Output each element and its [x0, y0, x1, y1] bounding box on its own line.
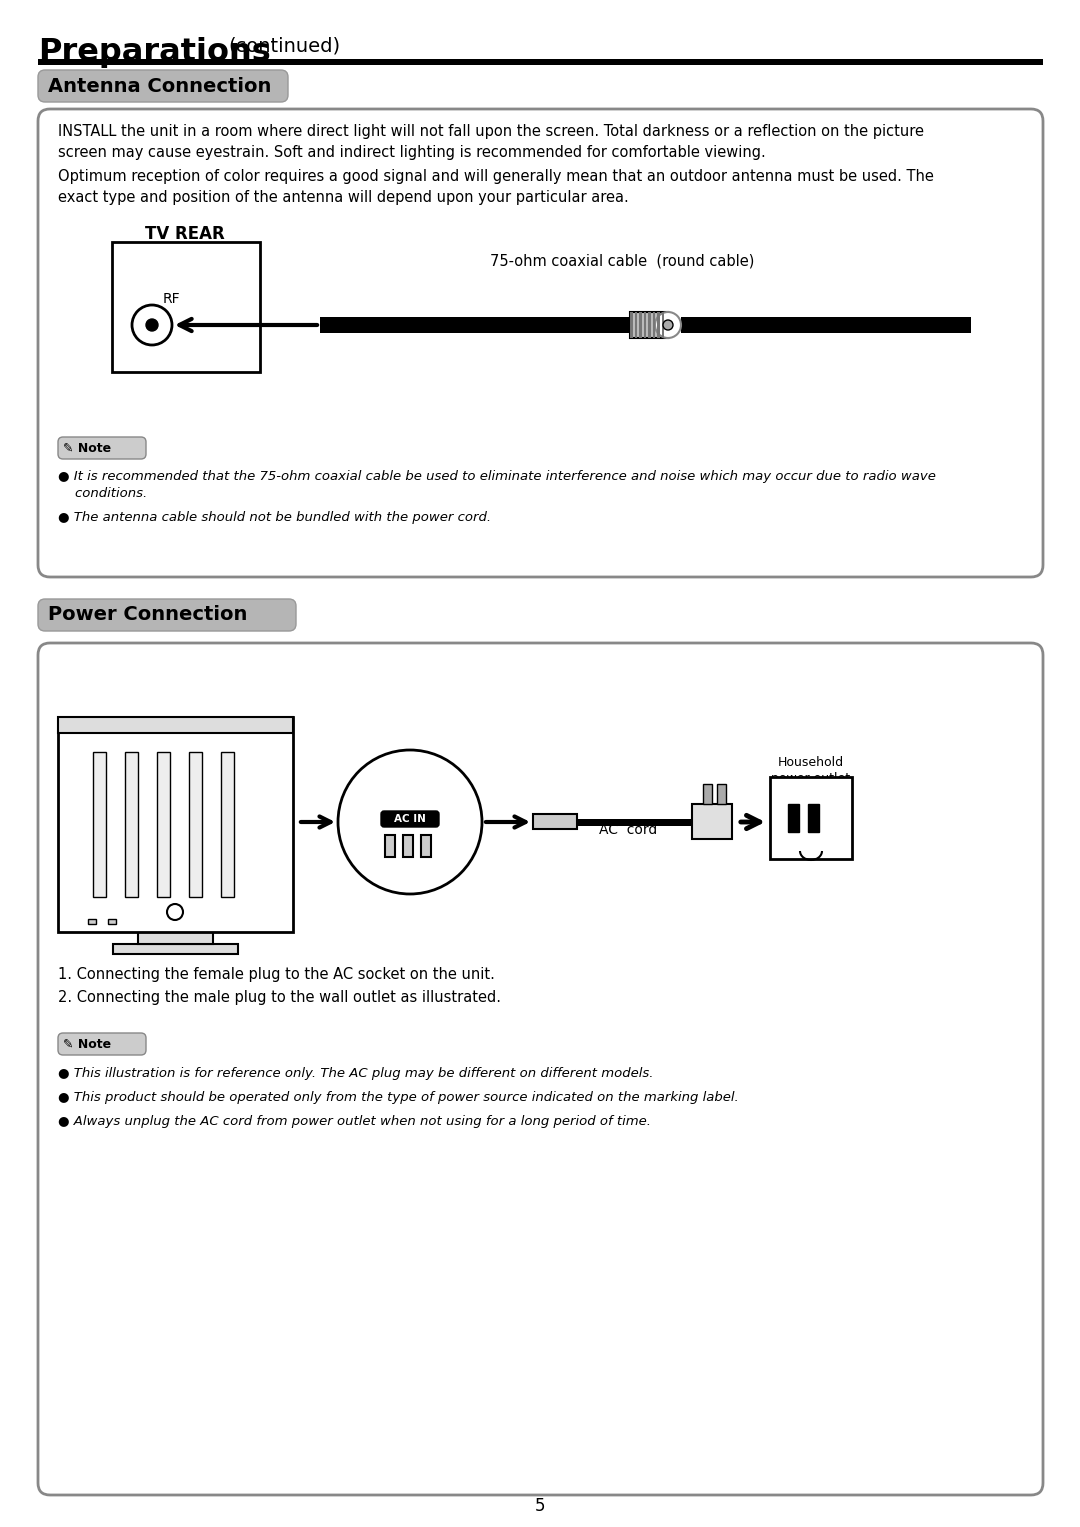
- Text: 2. Connecting the male plug to the wall outlet as illustrated.: 2. Connecting the male plug to the wall …: [58, 989, 501, 1005]
- Bar: [112, 241, 260, 373]
- Bar: [681, 318, 971, 333]
- Bar: [808, 805, 819, 832]
- Text: RF: RF: [163, 292, 180, 305]
- Circle shape: [132, 305, 172, 345]
- Text: ✎ Note: ✎ Note: [63, 441, 111, 455]
- FancyBboxPatch shape: [38, 70, 288, 102]
- Bar: [138, 930, 213, 944]
- Text: AC  cord: AC cord: [599, 823, 657, 837]
- FancyBboxPatch shape: [38, 108, 1043, 577]
- Bar: [630, 312, 669, 337]
- Bar: [657, 312, 660, 337]
- Bar: [87, 919, 96, 924]
- Text: power outlet: power outlet: [771, 773, 851, 785]
- Circle shape: [146, 319, 158, 331]
- Bar: [189, 751, 202, 896]
- Circle shape: [167, 904, 183, 919]
- Bar: [108, 919, 116, 924]
- Bar: [221, 751, 234, 896]
- Text: Power Connection: Power Connection: [48, 606, 247, 625]
- Text: Optimum reception of color requires a good signal and will generally mean that a: Optimum reception of color requires a go…: [58, 169, 934, 205]
- Bar: [93, 751, 106, 896]
- Text: ● The antenna cable should not be bundled with the power cord.: ● The antenna cable should not be bundle…: [58, 512, 491, 524]
- Bar: [421, 835, 431, 857]
- Text: 1. Connecting the female plug to the AC socket on the unit.: 1. Connecting the female plug to the AC …: [58, 967, 495, 982]
- Bar: [770, 777, 852, 860]
- Bar: [644, 312, 646, 337]
- Text: ✎ Note: ✎ Note: [63, 1037, 111, 1051]
- Circle shape: [654, 312, 681, 337]
- Text: TV REAR: TV REAR: [145, 224, 225, 243]
- Bar: [58, 718, 293, 733]
- Text: (continued): (continued): [228, 37, 340, 56]
- Bar: [157, 751, 170, 896]
- Bar: [38, 60, 1043, 66]
- Bar: [534, 814, 577, 829]
- Text: ● Always unplug the AC cord from power outlet when not using for a long period o: ● Always unplug the AC cord from power o…: [58, 1115, 651, 1128]
- Text: Antenna Connection: Antenna Connection: [48, 76, 271, 96]
- Bar: [403, 835, 413, 857]
- FancyBboxPatch shape: [58, 437, 146, 460]
- Bar: [384, 835, 395, 857]
- Text: INSTALL the unit in a room where direct light will not fall upon the screen. Tot: INSTALL the unit in a room where direct …: [58, 124, 924, 160]
- Bar: [577, 818, 692, 826]
- Text: ● This illustration is for reference only. The AC plug may be different on diffe: ● This illustration is for reference onl…: [58, 1067, 653, 1080]
- Text: ● It is recommended that the 75-ohm coaxial cable be used to eliminate interfere: ● It is recommended that the 75-ohm coax…: [58, 470, 936, 499]
- Text: AC IN: AC IN: [394, 814, 426, 825]
- Bar: [639, 312, 642, 337]
- Text: 75-ohm coaxial cable  (round cable): 75-ohm coaxial cable (round cable): [490, 253, 754, 269]
- FancyBboxPatch shape: [38, 599, 296, 631]
- Bar: [320, 318, 630, 333]
- Bar: [58, 718, 293, 931]
- Bar: [113, 944, 238, 954]
- FancyBboxPatch shape: [58, 1032, 146, 1055]
- FancyBboxPatch shape: [38, 643, 1043, 1495]
- Bar: [661, 312, 664, 337]
- FancyBboxPatch shape: [381, 811, 438, 828]
- Bar: [717, 783, 726, 805]
- Bar: [692, 805, 732, 838]
- Bar: [652, 312, 654, 337]
- Bar: [703, 783, 712, 805]
- Text: ● This product should be operated only from the type of power source indicated o: ● This product should be operated only f…: [58, 1090, 739, 1104]
- Text: 5: 5: [535, 1496, 545, 1515]
- Circle shape: [338, 750, 482, 893]
- Circle shape: [663, 321, 673, 330]
- Bar: [648, 312, 650, 337]
- Bar: [635, 312, 637, 337]
- Bar: [125, 751, 138, 896]
- Bar: [630, 312, 633, 337]
- Bar: [788, 805, 799, 832]
- Text: Household: Household: [778, 756, 845, 770]
- Text: Preparations: Preparations: [38, 37, 271, 69]
